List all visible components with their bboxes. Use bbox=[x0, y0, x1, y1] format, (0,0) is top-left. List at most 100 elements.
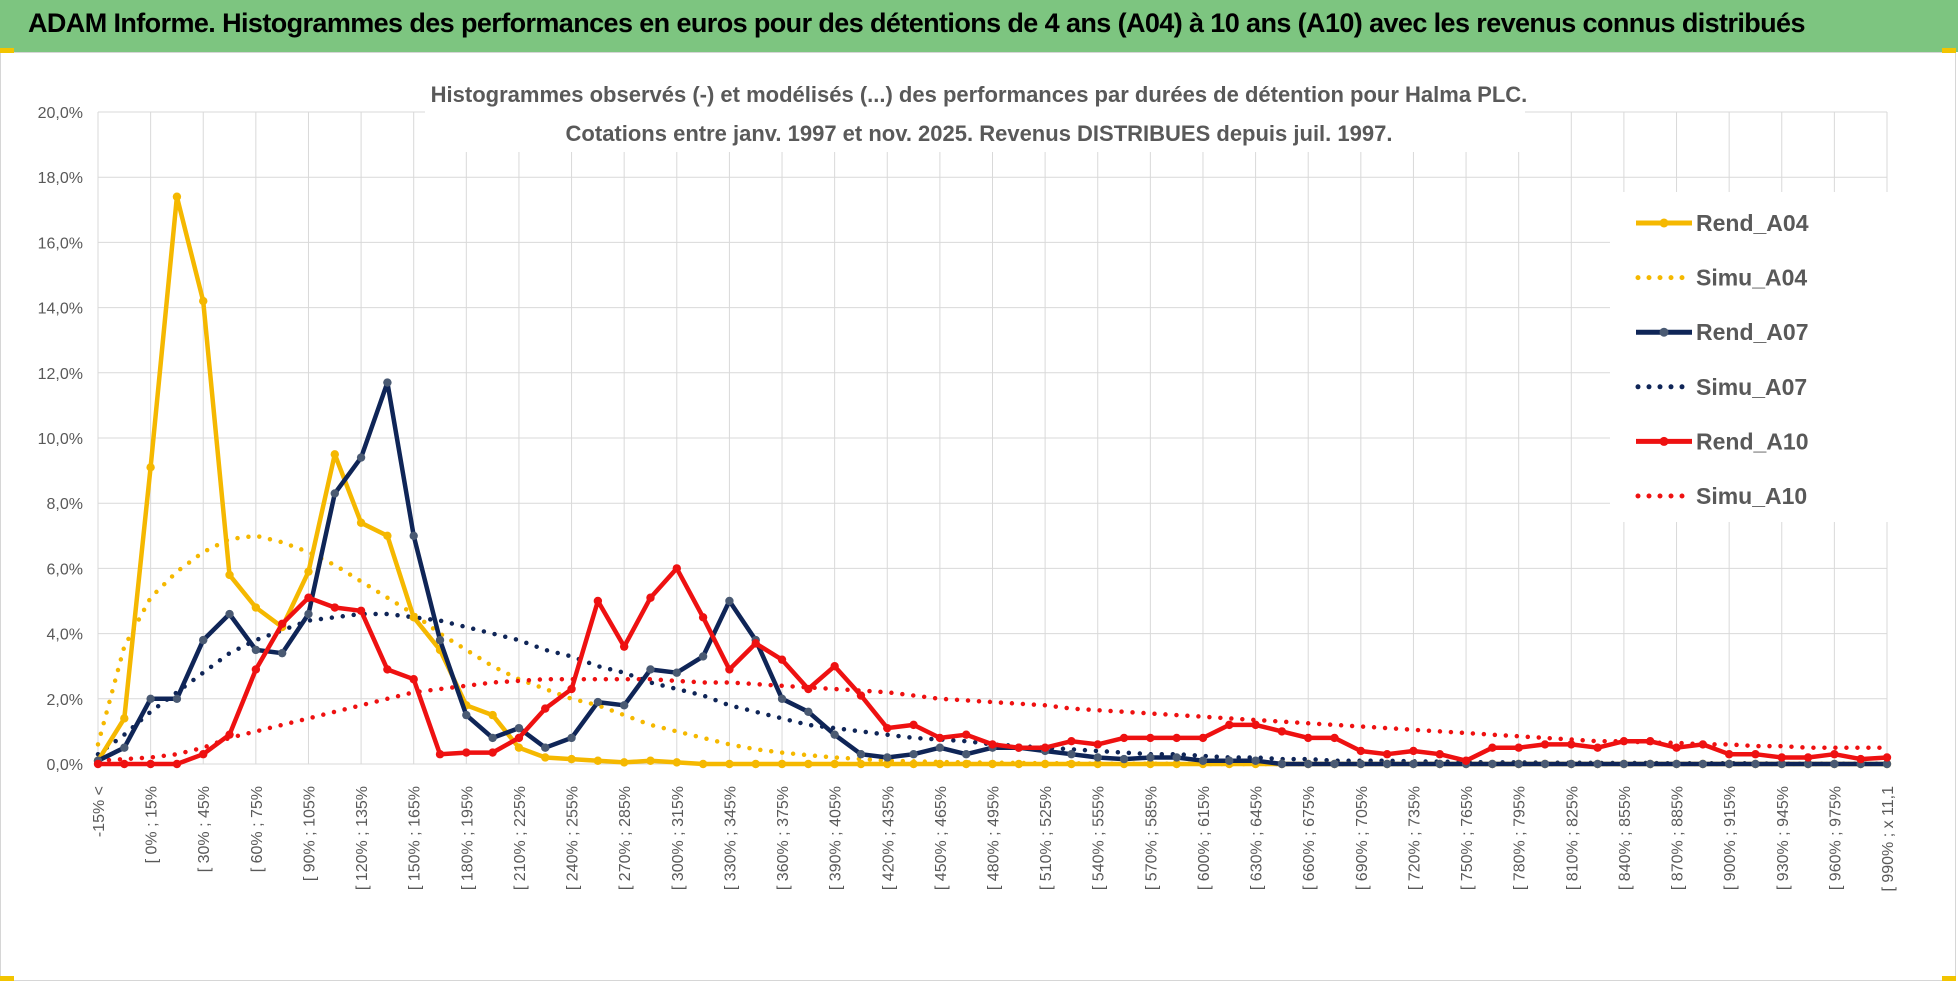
x-tick-label: [ 90% ; 105% bbox=[301, 786, 318, 881]
series-line bbox=[95, 676, 1890, 763]
data-point bbox=[409, 675, 418, 684]
data-point bbox=[909, 759, 918, 769]
data-point bbox=[961, 750, 971, 759]
data-point bbox=[1514, 759, 1523, 769]
data-point bbox=[567, 754, 576, 764]
y-tick-label: 20,0% bbox=[38, 105, 83, 122]
data-point bbox=[1540, 759, 1550, 769]
x-tick-label: [ 690% ; 705% bbox=[1354, 786, 1371, 890]
data-point bbox=[1119, 733, 1129, 743]
legend-label: Rend_A10 bbox=[1696, 428, 1808, 454]
data-point bbox=[672, 758, 681, 767]
x-tick-label: [ 240% ; 255% bbox=[565, 786, 582, 890]
data-point bbox=[830, 730, 839, 739]
data-point bbox=[172, 192, 182, 201]
x-tick-label: [ 60% ; 75% bbox=[249, 786, 266, 872]
data-point bbox=[672, 668, 681, 677]
x-tick-label: [ 960% ; 975% bbox=[1827, 786, 1844, 890]
legend-marker bbox=[1659, 327, 1669, 337]
data-point bbox=[514, 733, 524, 743]
data-point bbox=[619, 701, 629, 710]
data-point bbox=[120, 714, 129, 723]
data-point bbox=[935, 759, 945, 769]
data-point bbox=[804, 707, 813, 717]
data-point bbox=[383, 665, 392, 674]
data-point bbox=[93, 759, 103, 769]
x-tick-label: [ 510% ; 525% bbox=[1038, 786, 1055, 890]
corner-mark bbox=[1942, 976, 1956, 981]
data-point bbox=[383, 531, 392, 540]
legend-label: Rend_A04 bbox=[1696, 210, 1809, 236]
data-point bbox=[751, 759, 760, 769]
data-point bbox=[909, 750, 918, 759]
legend-label: Simu_A10 bbox=[1696, 483, 1807, 509]
data-point bbox=[567, 733, 576, 743]
data-point bbox=[146, 759, 155, 769]
x-tick-label: [ 0% ; 15% bbox=[144, 786, 161, 863]
data-point bbox=[1672, 743, 1681, 752]
data-point bbox=[356, 453, 366, 462]
corner-mark bbox=[0, 976, 14, 981]
corner-mark bbox=[0, 48, 14, 53]
x-tick-label: [ 540% ; 555% bbox=[1091, 786, 1108, 890]
x-tick-label: [ 810% ; 825% bbox=[1564, 786, 1581, 890]
data-point bbox=[277, 648, 287, 658]
data-point bbox=[1093, 759, 1102, 769]
data-point bbox=[488, 710, 497, 720]
legend-marker bbox=[1659, 218, 1669, 228]
legend-item: Simu_A10 bbox=[1635, 483, 1807, 509]
x-tick-label: [ 660% ; 675% bbox=[1301, 786, 1318, 890]
data-point bbox=[1567, 759, 1576, 769]
data-point bbox=[1593, 743, 1602, 752]
data-point bbox=[1146, 759, 1155, 769]
data-point bbox=[1777, 753, 1786, 762]
x-tick-label: [ 180% ; 195% bbox=[459, 786, 476, 890]
legend-label: Rend_A07 bbox=[1696, 319, 1808, 345]
data-point bbox=[1540, 740, 1550, 749]
y-tick-label: 10,0% bbox=[38, 431, 83, 448]
data-point bbox=[1251, 756, 1260, 765]
data-point bbox=[1646, 759, 1655, 769]
y-tick-label: 16,0% bbox=[38, 235, 83, 252]
data-point bbox=[225, 570, 234, 580]
data-point bbox=[856, 691, 866, 700]
data-point bbox=[1093, 753, 1102, 762]
data-point bbox=[120, 743, 129, 752]
data-point bbox=[120, 759, 129, 769]
legend-item: Simu_A07 bbox=[1635, 374, 1807, 400]
data-point bbox=[1461, 756, 1471, 765]
corner-mark bbox=[1942, 48, 1956, 53]
data-point bbox=[1382, 759, 1392, 769]
data-point bbox=[251, 603, 261, 612]
data-point bbox=[1382, 750, 1392, 759]
x-tick-label: [ 360% ; 375% bbox=[775, 786, 792, 890]
data-point bbox=[330, 450, 339, 459]
data-point bbox=[698, 613, 708, 622]
data-point bbox=[1672, 759, 1681, 769]
y-tick-label: 2,0% bbox=[47, 692, 83, 709]
data-point bbox=[961, 730, 971, 739]
data-point bbox=[1830, 759, 1839, 769]
legend-item: Rend_A10 bbox=[1636, 428, 1808, 454]
data-point bbox=[1014, 743, 1024, 752]
data-point bbox=[830, 759, 839, 769]
x-tick-label: [ 480% ; 495% bbox=[986, 786, 1003, 890]
data-point bbox=[1356, 759, 1366, 769]
data-point bbox=[1119, 754, 1129, 764]
data-point bbox=[1830, 750, 1839, 759]
legend-background bbox=[1610, 192, 1940, 522]
data-point bbox=[1751, 759, 1760, 769]
data-point bbox=[225, 609, 234, 619]
data-point bbox=[751, 639, 760, 648]
data-point bbox=[1409, 759, 1418, 769]
report-title: ADAM Informe. Histogrammes des performan… bbox=[28, 8, 1805, 38]
data-point bbox=[199, 635, 208, 645]
data-point bbox=[1646, 736, 1655, 746]
data-point bbox=[146, 463, 155, 472]
x-tick-label: [ 840% ; 855% bbox=[1617, 786, 1634, 890]
data-point bbox=[1040, 743, 1050, 752]
data-point bbox=[1067, 759, 1076, 769]
data-point bbox=[172, 759, 182, 769]
x-tick-label: [ 330% ; 345% bbox=[722, 786, 739, 890]
chart-subtitle: Cotations entre janv. 1997 et nov. 2025.… bbox=[566, 121, 1393, 146]
